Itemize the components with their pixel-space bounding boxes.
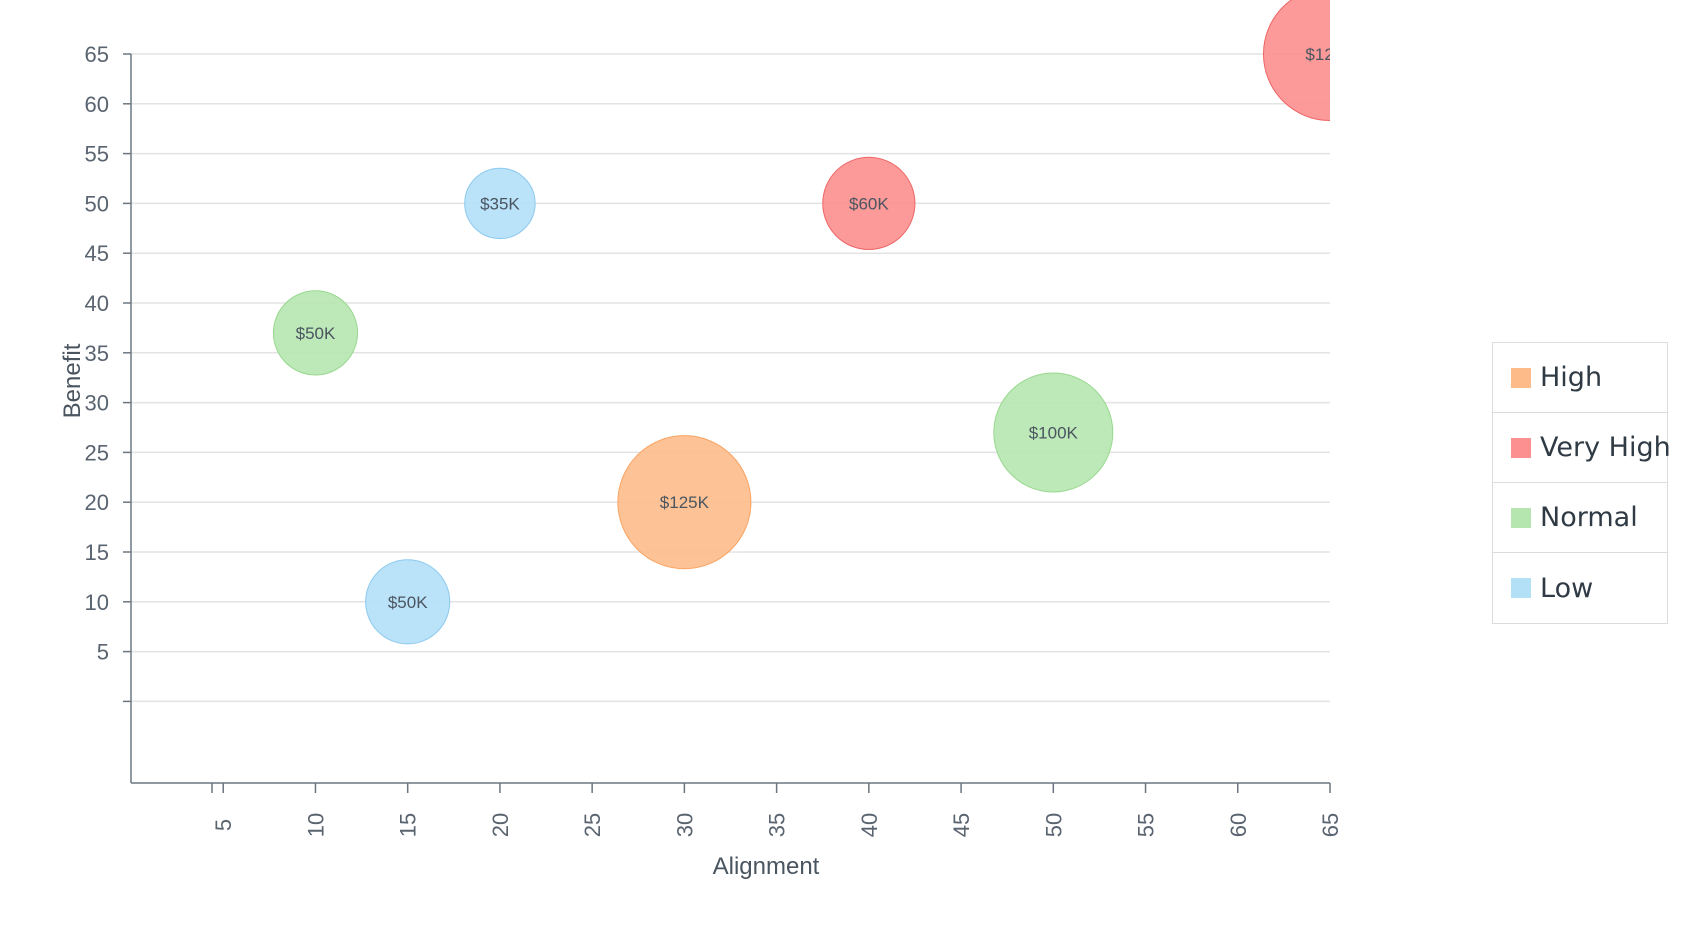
x-tick-label: 55: [1134, 813, 1159, 837]
gridlines: [131, 53, 1330, 703]
y-tick-label: 40: [85, 291, 109, 316]
legend-item[interactable]: Low: [1493, 553, 1667, 623]
bubble-label: $50K: [296, 324, 336, 343]
x-tick-label: 65: [1318, 813, 1343, 837]
x-tick-label: 25: [580, 813, 605, 837]
y-tick-label: 10: [85, 590, 109, 615]
bubble-label: $100K: [1029, 423, 1079, 442]
x-tick-label: 40: [857, 813, 882, 837]
x-axis-title: Alignment: [713, 853, 820, 880]
y-tick-label: 60: [85, 92, 109, 117]
legend: High Very High Normal Low: [1492, 342, 1671, 624]
bubble: [822, 156, 916, 250]
legend-label: High: [1540, 362, 1603, 393]
axes: 5 10 15 20 25 30 35 40 45 50 55 60 65 5 10 15 20 25 30 35 40…: [85, 42, 1343, 837]
bubble: [1262, 0, 1330, 122]
legend-item[interactable]: Very High: [1493, 413, 1671, 483]
x-tick-label: 20: [488, 813, 513, 837]
legend-label: Low: [1540, 572, 1594, 604]
legend-swatch: [1511, 367, 1531, 388]
bubble-label: $50K: [388, 593, 428, 612]
x-tick-label: 50: [1041, 813, 1066, 837]
x-tick-label: 60: [1226, 813, 1251, 837]
y-tick-label: 50: [85, 191, 109, 216]
legend-swatch: [1511, 507, 1531, 528]
x-tick-label: 30: [672, 813, 697, 837]
y-tick-label: 45: [85, 241, 109, 266]
x-tick-label: 15: [396, 813, 421, 837]
legend-label: Normal: [1540, 502, 1638, 533]
bubbles: $125K $60K $125K $50K $100K $35K $50K: [272, 0, 1355, 645]
x-tick-label: 10: [303, 813, 328, 837]
legend-swatch: [1511, 578, 1531, 598]
y-tick-label: 5: [97, 640, 109, 665]
x-tick-label: 5: [211, 819, 236, 831]
bubble: [993, 372, 1114, 493]
bubble: [464, 167, 536, 240]
y-tick-label: 15: [85, 540, 109, 565]
bubble-label: $35K: [480, 194, 520, 213]
bubble-label: $125K: [1305, 45, 1355, 64]
bubble: [365, 559, 451, 645]
bubble: [272, 290, 359, 376]
y-tick-label: 65: [85, 42, 109, 67]
y-tick-label: 55: [85, 142, 109, 167]
legend-label: Very High: [1540, 432, 1671, 463]
y-axis-title: Benefit: [59, 343, 86, 418]
y-tick-label: 25: [85, 440, 109, 465]
y-tick-label: 35: [85, 341, 109, 366]
bubble-label: $60K: [849, 194, 889, 213]
bubble: [617, 435, 752, 570]
y-tick-label: 30: [85, 391, 109, 416]
legend-swatch: [1511, 437, 1531, 458]
x-tick-label: 45: [949, 813, 974, 837]
x-tick-label: 35: [765, 813, 790, 837]
legend-item[interactable]: High: [1493, 343, 1667, 413]
y-tick-label: 20: [85, 490, 109, 515]
bubble-label: $125K: [660, 493, 710, 512]
legend-item[interactable]: Normal: [1493, 483, 1667, 553]
